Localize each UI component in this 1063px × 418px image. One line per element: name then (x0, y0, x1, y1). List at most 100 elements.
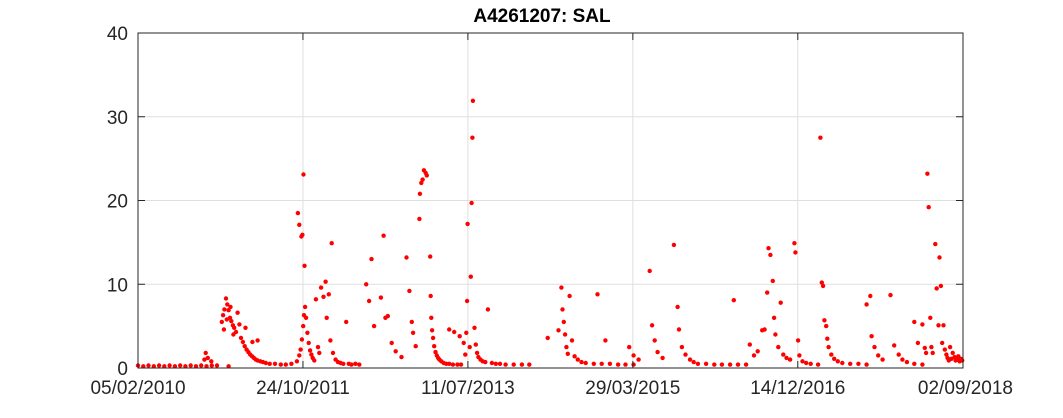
data-point (468, 274, 473, 279)
data-point (318, 285, 324, 290)
data-point (599, 361, 604, 366)
data-point (719, 362, 725, 367)
data-point (768, 252, 773, 258)
data-point (317, 350, 322, 356)
data-point (912, 319, 917, 325)
data-point (564, 344, 569, 350)
data-point (447, 327, 452, 332)
data-point (926, 205, 931, 210)
data-point (868, 293, 873, 299)
data-point (450, 362, 456, 367)
data-point (675, 304, 680, 310)
data-point (776, 344, 781, 350)
data-point (784, 355, 789, 361)
data-points (135, 98, 965, 369)
data-point (583, 360, 588, 366)
data-point (330, 350, 336, 356)
data-point (220, 313, 226, 318)
data-point (856, 361, 861, 366)
data-point (226, 308, 231, 313)
data-point (623, 362, 628, 367)
data-point (470, 135, 475, 140)
data-point (303, 315, 309, 320)
data-point (703, 361, 709, 366)
data-point (232, 325, 237, 330)
data-point (929, 344, 934, 350)
x-tick-label: 11/07/2013 (421, 378, 515, 399)
data-point (389, 340, 394, 346)
data-point (556, 328, 561, 333)
data-point (840, 360, 845, 366)
data-point (937, 255, 942, 260)
data-point (941, 323, 946, 328)
data-point (283, 362, 288, 367)
data-point (934, 286, 939, 291)
data-point (463, 352, 468, 357)
data-point (300, 232, 305, 237)
data-point (464, 298, 470, 304)
data-point (503, 362, 508, 367)
chart-title: A4261207: SAL (473, 6, 611, 27)
data-point (202, 357, 207, 362)
data-point (636, 357, 641, 362)
data-point (294, 359, 300, 364)
data-point (493, 361, 498, 366)
data-point (162, 364, 167, 369)
data-point (229, 318, 234, 324)
data-point (228, 304, 233, 310)
data-point (483, 359, 488, 365)
data-point (464, 330, 469, 335)
data-point (572, 354, 577, 359)
data-point (204, 364, 209, 369)
data-point (461, 340, 466, 346)
data-point (683, 352, 688, 357)
data-point (561, 319, 566, 325)
data-point (545, 335, 550, 341)
data-point (755, 349, 760, 354)
data-point (243, 325, 248, 330)
data-point (876, 353, 881, 358)
data-point (820, 283, 826, 289)
data-point (815, 362, 821, 367)
data-point (743, 362, 749, 367)
data-point (603, 338, 608, 343)
data-point (560, 307, 565, 312)
data-point (306, 340, 311, 346)
data-point (652, 338, 657, 343)
data-point (324, 315, 329, 320)
data-point (947, 344, 953, 350)
data-point (920, 362, 925, 367)
data-point (465, 221, 470, 227)
data-point (419, 180, 424, 186)
data-point (323, 279, 328, 284)
data-point (364, 282, 369, 287)
data-point (511, 362, 516, 367)
data-point (892, 343, 897, 348)
data-point (727, 362, 733, 367)
data-point (792, 241, 797, 246)
data-point (452, 329, 457, 335)
data-point (167, 363, 172, 368)
data-point (519, 362, 525, 367)
data-point (366, 298, 372, 304)
data-point (864, 362, 869, 367)
data-point (250, 339, 255, 345)
data-point (344, 319, 349, 325)
data-point (485, 307, 491, 312)
data-point (299, 337, 305, 342)
data-point (222, 307, 227, 312)
data-point (900, 357, 905, 362)
data-point (467, 344, 472, 350)
data-point (795, 338, 801, 343)
data-point (209, 363, 214, 368)
x-tick-label: 05/02/2010 (90, 378, 185, 399)
data-point (627, 344, 632, 350)
data-point (156, 363, 162, 368)
data-point (214, 363, 220, 368)
data-point (591, 361, 596, 366)
data-point (938, 283, 944, 289)
data-point (407, 288, 412, 294)
data-point (679, 344, 685, 350)
x-tick-label: 24/10/2011 (256, 378, 350, 399)
data-point (797, 353, 802, 358)
